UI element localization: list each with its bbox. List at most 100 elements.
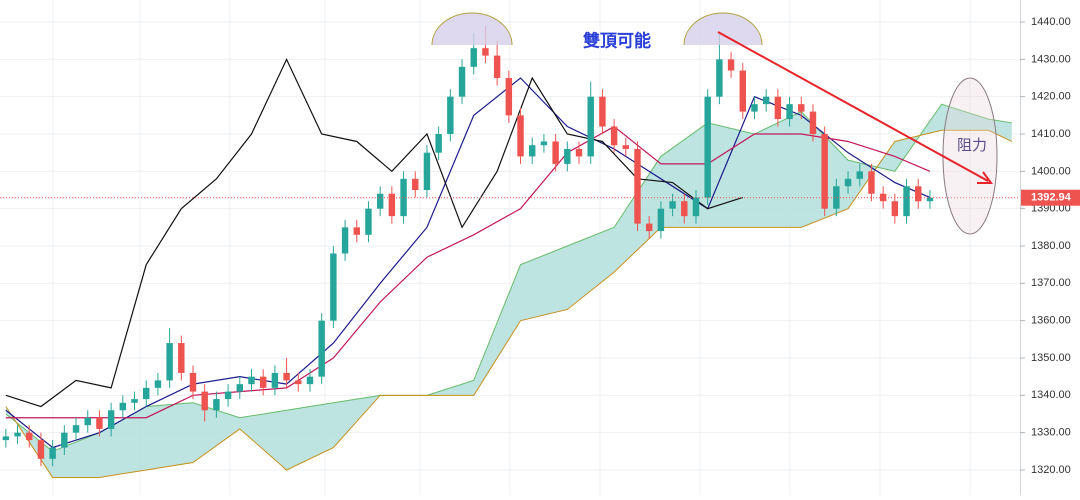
candle-body xyxy=(376,193,384,209)
candle-body xyxy=(575,148,583,157)
candle-body xyxy=(704,96,711,198)
candle-body xyxy=(107,410,115,429)
y-tick-label: 1320.00 xyxy=(1031,464,1071,476)
top-arc xyxy=(432,13,512,45)
candle-body xyxy=(517,115,524,157)
candle-body xyxy=(213,399,220,411)
candle-body xyxy=(868,171,875,194)
candle-body xyxy=(634,148,641,224)
candle-body xyxy=(166,343,173,381)
candle-body xyxy=(26,432,33,441)
candle-body xyxy=(2,436,10,441)
candle-body xyxy=(727,59,735,71)
candle-body xyxy=(505,78,513,116)
trend-arrow xyxy=(717,31,989,182)
candle-body xyxy=(482,48,489,56)
plot xyxy=(0,25,1020,478)
last-price-label: 1392.94 xyxy=(1031,192,1072,204)
candle-body xyxy=(739,70,746,112)
candle-body xyxy=(762,96,770,105)
candle-body xyxy=(61,432,68,448)
price-axis xyxy=(1020,0,1080,495)
candle-body xyxy=(365,208,372,235)
y-tick-label: 1400.00 xyxy=(1031,165,1071,177)
indicator-line xyxy=(5,125,931,419)
candle-body xyxy=(84,417,91,426)
candle-body xyxy=(599,96,606,127)
candle-body xyxy=(119,402,127,411)
candle-body xyxy=(657,208,665,232)
top-arc xyxy=(684,13,762,45)
candle-body xyxy=(669,201,676,209)
candle-body xyxy=(142,387,150,400)
candle-body xyxy=(423,152,431,191)
candle-body xyxy=(458,66,466,97)
span-b xyxy=(5,129,1013,478)
candle-body xyxy=(353,227,360,235)
y-tick-label: 1440.00 xyxy=(1031,16,1071,28)
candle-body xyxy=(798,104,805,112)
indicator-line xyxy=(5,57,743,408)
axis-labels: 1320.00 1330.00 1340.00 1350.00 1360.00 1370.… xyxy=(1020,16,1080,476)
candle-body xyxy=(891,201,899,217)
top-arc-outline xyxy=(431,12,513,46)
candle-body xyxy=(341,227,349,254)
candle-body xyxy=(493,55,501,79)
candle-body xyxy=(833,186,840,209)
candle-body xyxy=(236,384,244,392)
candle-body xyxy=(14,432,21,437)
candle-body xyxy=(318,320,325,377)
candle-body xyxy=(295,380,302,385)
candle-body xyxy=(271,372,279,388)
candle-body xyxy=(131,399,138,403)
candle-body xyxy=(552,141,559,164)
candle-body xyxy=(786,104,793,120)
cloud xyxy=(5,104,1012,478)
arrow-head xyxy=(977,171,993,184)
candle-body xyxy=(879,193,887,202)
candle-body xyxy=(529,145,536,157)
y-tick-label: 1330.00 xyxy=(1031,427,1071,439)
top-arc-outline xyxy=(683,12,763,46)
candle-body xyxy=(716,59,723,97)
y-tick-label: 1370.00 xyxy=(1031,277,1071,289)
candle-body xyxy=(587,96,594,157)
candle-body xyxy=(37,440,45,459)
candle-body xyxy=(72,425,80,433)
candle-body xyxy=(259,376,267,388)
y-tick-label: 1420.00 xyxy=(1031,91,1071,103)
span-a xyxy=(5,103,1012,452)
candle-body xyxy=(154,380,162,388)
annotations: 雙頂可能 阻力 xyxy=(431,12,998,235)
indicator-line xyxy=(5,77,931,449)
candle-body xyxy=(692,197,700,217)
candle-body xyxy=(540,141,548,146)
resistance-ellipse xyxy=(942,77,998,235)
candle-body xyxy=(926,197,934,202)
candle-body xyxy=(435,134,442,153)
candle-body xyxy=(224,391,232,400)
candle-body xyxy=(470,48,477,67)
candle-body xyxy=(915,186,922,202)
annotation: 雙頂可能 xyxy=(583,30,651,50)
candle-body xyxy=(201,391,208,411)
candle-body xyxy=(400,178,407,217)
y-tick-label: 1380.00 xyxy=(1031,240,1071,252)
candle-body xyxy=(645,223,653,232)
candle-body xyxy=(447,96,454,135)
candle-body xyxy=(283,372,290,381)
candle-body xyxy=(681,201,688,217)
last-price-box xyxy=(1021,189,1080,206)
candle-body xyxy=(189,372,197,392)
candle-body xyxy=(903,186,910,217)
candle-body xyxy=(330,253,337,321)
annotation: 阻力 xyxy=(957,137,987,154)
y-tick-label: 1410.00 xyxy=(1031,128,1071,140)
candle-body xyxy=(564,148,571,164)
candle-body xyxy=(622,145,630,149)
y-tick-label: 1340.00 xyxy=(1031,389,1071,401)
y-tick-label: 1360.00 xyxy=(1031,315,1071,327)
y-tick-label: 1430.00 xyxy=(1031,53,1071,65)
candle-body xyxy=(809,111,817,135)
